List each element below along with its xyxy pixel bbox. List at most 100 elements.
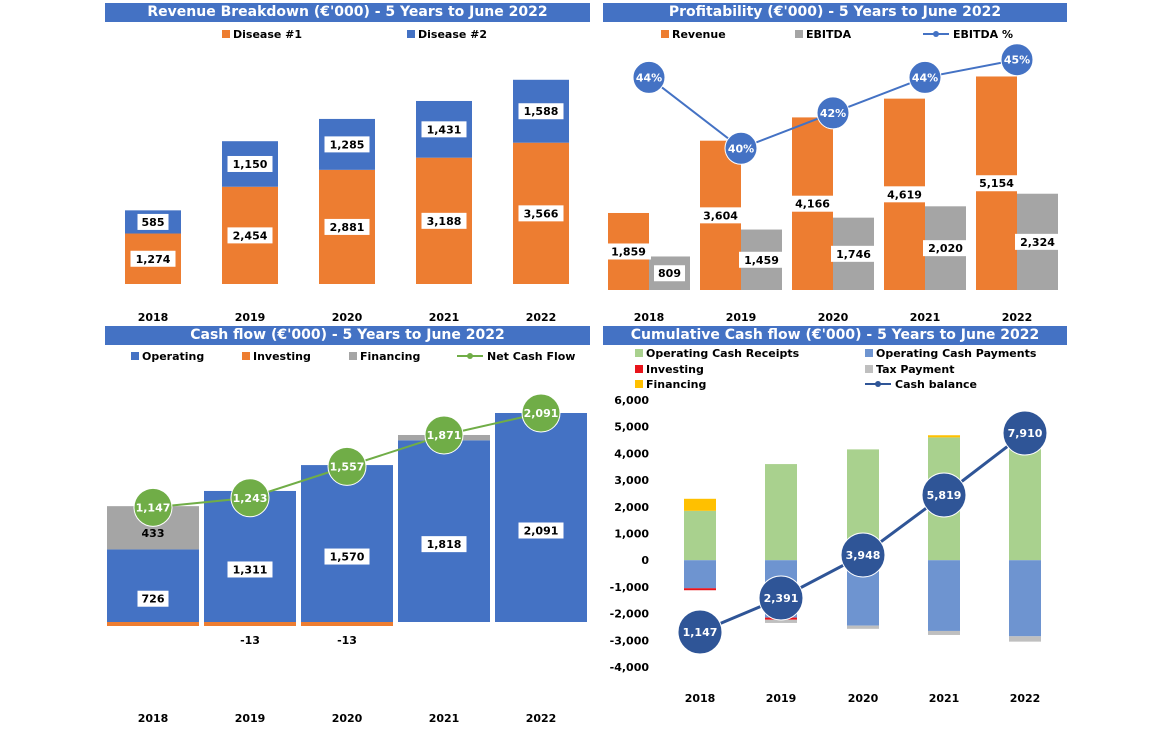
ebitda-pct-point-2022 [1000,43,1034,77]
label-revenue-2020-bg [790,195,835,212]
label-disease-1-2018-bg [130,250,176,267]
legend-disease-2: Disease #2 [418,28,487,41]
label-operating-2021-bg [421,536,467,553]
legend-operating-payments-swatch [865,349,873,357]
y-tick-4: 2,000 [614,501,649,514]
profitability-chart-title: Profitability (€'000) - 5 Years to June … [603,3,1067,22]
label-disease-2-2020: 1,285 [330,138,365,151]
cash-balance-point-2020 [840,532,886,578]
bar-receipts-2019 [765,464,797,561]
y-tick-2: 4,000 [614,447,649,460]
legend-ebitda-pct-marker [933,31,939,37]
profitability-chart: Revenue EBITDA EBITDA % 1,859 809 2018 3,604 1,… [606,28,1060,324]
ebitda-pct-label-2022: 45% [1004,54,1030,67]
label-disease-2-2018: 585 [142,216,165,229]
label-disease-1-2019-bg [227,227,273,244]
x-tick-2018: 2018 [634,311,665,324]
y-tick-3: 3,000 [614,474,649,487]
label-revenue-2018: 1,859 [611,245,646,258]
legend-tax-payment: Tax Payment [876,363,954,376]
label-disease-1-2022: 3,566 [524,207,559,220]
legend-net-cash-flow: Net Cash Flow [487,350,575,363]
x-tick-2018: 2018 [138,311,169,324]
legend-cash-balance: Cash balance [895,378,977,391]
label-revenue-2018-bg [606,243,651,260]
legend-disease-1: Disease #1 [233,28,302,41]
y-tick-7: -1,000 [610,581,650,594]
label-disease-1-2021: 3,188 [427,215,462,228]
bar-financing-2018 [684,498,716,511]
x-tick-2019: 2019 [235,311,266,324]
cash-balance-label-2019: 2,391 [764,592,799,605]
x-tick-2022: 2022 [1002,311,1033,324]
bar-operating-2021 [398,440,490,622]
label-disease-2-2021: 1,431 [427,123,462,136]
legend-ebitda-pct: EBITDA % [953,28,1013,41]
y-tick-1: 5,000 [614,421,649,434]
x-tick-2020: 2020 [848,692,879,705]
legend-ebitda: EBITDA [806,28,852,41]
bar-financing-2021 [928,435,960,438]
label-ebitda-2018-bg [654,265,685,282]
legend-financing-swatch [349,352,357,360]
label-ebitda-2018: 809 [658,267,681,280]
label-ebitda-2022: 2,324 [1020,236,1055,249]
bar-tax-2020 [847,625,879,629]
label-disease-1-2019: 2,454 [233,229,268,242]
cash-balance-label-2020: 3,948 [846,549,881,562]
cash-balance-point-2018 [677,609,723,655]
bar-tax-2019 [765,619,797,623]
label-revenue-2020: 4,166 [795,198,830,211]
legend-disease-1-swatch [222,30,230,38]
y-tick-8: -2,000 [610,608,650,621]
label-operating-2020-bg [324,548,370,565]
label-revenue-2021: 4,619 [887,188,922,201]
legend-financing: Financing [646,378,706,391]
legend-operating-payments: Operating Cash Payments [876,347,1037,360]
cashflow-chart-panel: Cash flow (€'000) - 5 Years to June 2022… [105,326,590,726]
ebitda-pct-label-2020: 42% [820,107,846,120]
label-ebitda-2020: 1,746 [836,248,871,261]
x-tick-2022: 2022 [526,311,557,324]
ebitda-pct-point-2021 [908,60,942,94]
label-ebitda-2020-bg [831,245,876,262]
bar-investing-2019 [204,622,296,626]
ebitda-pct-point-2018 [632,60,666,94]
net-cash-flow-label-2022: 2,091 [524,407,559,420]
y-tick-10: -4,000 [610,661,650,674]
bar-receipts-2018 [684,510,716,561]
label-operating-2019-bg [227,561,273,578]
y-tick-6: 0 [641,554,649,567]
revenue-chart-panel: Revenue Breakdown (€'000) - 5 Years to J… [105,3,590,325]
legend-cash-balance-marker [875,381,881,387]
label-disease-2-2020-bg [324,136,370,153]
label-ebitda-2019-bg [739,251,784,268]
y-tick-5: 1,000 [614,528,649,541]
x-tick-2021: 2021 [910,311,941,324]
label-ebitda-2022-bg [1015,233,1060,250]
label-revenue-2022: 5,154 [979,177,1014,190]
label-revenue-2019: 3,604 [703,209,738,222]
label-disease-2-2021-bg [421,121,467,138]
bar-payments-2022 [1009,560,1041,637]
y-tick-9: -3,000 [610,634,650,647]
cashflow-chart-title: Cash flow (€'000) - 5 Years to June 2022 [105,326,590,345]
x-tick-2020: 2020 [332,311,363,324]
cumulative-chart-title: Cumulative Cash flow (€'000) - 5 Years t… [603,326,1067,345]
net-cash-flow-point-2022 [521,393,561,433]
ebitda-pct-point-2019 [724,131,758,165]
label-disease-2-2019-bg [227,155,273,172]
legend-financing: Financing [360,350,420,363]
label-operating-2018: 726 [142,593,165,606]
net-cash-flow-label-2020: 1,557 [330,460,365,473]
bar-investing-2018 [684,588,716,591]
legend-operating-swatch [131,352,139,360]
legend-net-cash-flow-marker [467,353,473,359]
x-tick-2019: 2019 [726,311,757,324]
x-tick-2019: 2019 [235,712,266,725]
label-operating-2022-bg [518,522,564,539]
label-operating-2019: 1,311 [233,563,268,576]
bar-operating-2018 [107,549,199,622]
x-tick-2018: 2018 [685,692,716,705]
x-tick-2020: 2020 [818,311,849,324]
